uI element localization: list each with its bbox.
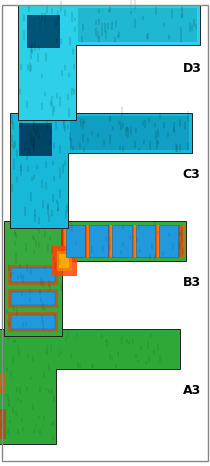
Text: D3: D3: [183, 62, 202, 75]
Polygon shape: [155, 225, 160, 257]
Polygon shape: [180, 225, 185, 257]
Polygon shape: [0, 329, 180, 444]
Polygon shape: [86, 225, 91, 257]
Polygon shape: [110, 225, 115, 257]
Polygon shape: [70, 116, 189, 150]
Polygon shape: [87, 225, 92, 257]
Polygon shape: [134, 225, 138, 257]
Polygon shape: [157, 225, 162, 257]
Polygon shape: [178, 225, 183, 257]
Polygon shape: [57, 251, 72, 271]
Polygon shape: [134, 225, 138, 257]
Polygon shape: [157, 225, 161, 257]
Polygon shape: [18, 5, 200, 120]
Polygon shape: [4, 221, 186, 336]
Polygon shape: [87, 225, 92, 257]
Polygon shape: [27, 15, 59, 47]
Text: C3: C3: [183, 169, 201, 181]
Polygon shape: [136, 225, 155, 257]
Polygon shape: [131, 225, 136, 257]
Polygon shape: [0, 374, 6, 394]
Polygon shape: [132, 225, 136, 257]
Polygon shape: [108, 225, 113, 257]
Polygon shape: [11, 292, 55, 305]
Polygon shape: [0, 409, 6, 439]
Polygon shape: [64, 225, 69, 257]
Polygon shape: [108, 225, 112, 257]
Polygon shape: [109, 225, 114, 257]
Polygon shape: [11, 315, 55, 329]
Polygon shape: [61, 225, 66, 257]
Text: A3: A3: [183, 384, 201, 397]
Polygon shape: [112, 225, 132, 257]
Polygon shape: [63, 225, 67, 257]
Polygon shape: [159, 225, 178, 257]
Polygon shape: [8, 312, 58, 332]
Polygon shape: [155, 225, 160, 257]
Polygon shape: [66, 225, 85, 257]
Polygon shape: [132, 225, 137, 257]
Polygon shape: [78, 8, 197, 42]
Polygon shape: [8, 265, 58, 285]
Polygon shape: [84, 225, 89, 257]
Polygon shape: [11, 268, 55, 281]
Polygon shape: [85, 225, 90, 257]
Polygon shape: [110, 225, 115, 257]
Polygon shape: [8, 288, 58, 308]
Polygon shape: [59, 254, 69, 268]
Text: B3: B3: [183, 275, 201, 288]
Polygon shape: [10, 113, 192, 228]
Polygon shape: [154, 225, 159, 257]
Polygon shape: [19, 123, 51, 155]
Polygon shape: [52, 246, 77, 276]
Polygon shape: [89, 225, 108, 257]
